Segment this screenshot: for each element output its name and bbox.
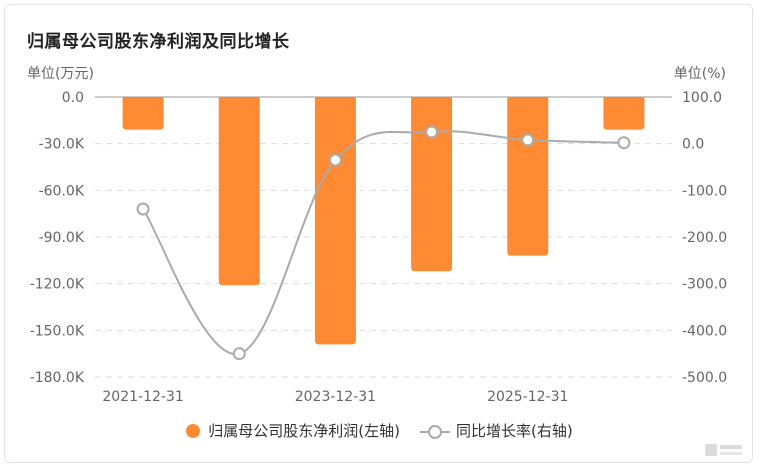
y-left-tick-label: -90.0K bbox=[39, 230, 85, 246]
line-point bbox=[136, 202, 150, 216]
bar bbox=[603, 97, 645, 130]
y-right-tick-label: -200.0 bbox=[682, 230, 727, 246]
legend-item-line[interactable]: 同比增长率(右轴) bbox=[420, 420, 573, 441]
watermark-logo-icon bbox=[705, 442, 745, 460]
bar bbox=[411, 97, 453, 272]
line-point bbox=[617, 136, 631, 150]
chart-title: 归属母公司股东净利润及同比增长 bbox=[27, 32, 290, 52]
y-left-tick-label: -30.0K bbox=[39, 137, 85, 153]
right-axis-unit: 单位(%) bbox=[673, 66, 726, 82]
x-tick-label: 2025-12-31 bbox=[487, 389, 568, 405]
legend-line-label: 同比增长率(右轴) bbox=[456, 422, 573, 440]
y-left-tick-label: -180.0K bbox=[30, 370, 85, 386]
y-right-tick-label: 100.0 bbox=[682, 90, 722, 106]
bar bbox=[507, 97, 549, 256]
y-left-tick-label: -150.0K bbox=[30, 323, 85, 339]
legend-bar-swatch bbox=[186, 423, 201, 438]
bar bbox=[218, 97, 260, 286]
y-left-tick-label: 0.0 bbox=[62, 90, 84, 106]
line-point bbox=[232, 347, 246, 361]
chart-card: 归属母公司股东净利润及同比增长 单位(万元) 单位(%) bbox=[4, 4, 753, 463]
legend-item-bar[interactable]: 归属母公司股东净利润(左轴) bbox=[186, 420, 400, 441]
y-left-tick-label: -60.0K bbox=[39, 183, 85, 199]
x-tick-label: 2023-12-31 bbox=[295, 389, 376, 405]
line-point bbox=[328, 153, 342, 167]
bar bbox=[122, 97, 164, 130]
chart-legend: 归属母公司股东净利润(左轴) 同比增长率(右轴) bbox=[0, 420, 759, 441]
y-left-tick-label: -120.0K bbox=[30, 277, 85, 293]
legend-line-swatch bbox=[420, 424, 450, 439]
y-right-tick-label: -400.0 bbox=[682, 323, 727, 339]
line-point bbox=[521, 133, 535, 147]
left-axis-unit: 单位(万元) bbox=[27, 66, 94, 82]
bar bbox=[314, 97, 356, 345]
line-point bbox=[425, 125, 439, 139]
x-tick-label: 2021-12-31 bbox=[102, 389, 183, 405]
legend-bar-label: 归属母公司股东净利润(左轴) bbox=[208, 422, 400, 440]
y-right-tick-label: -300.0 bbox=[682, 277, 727, 293]
y-right-tick-label: -100.0 bbox=[682, 183, 727, 199]
y-right-tick-label: 0.0 bbox=[682, 137, 704, 153]
y-right-tick-label: -500.0 bbox=[682, 370, 727, 386]
growth-rate-line bbox=[142, 130, 624, 355]
